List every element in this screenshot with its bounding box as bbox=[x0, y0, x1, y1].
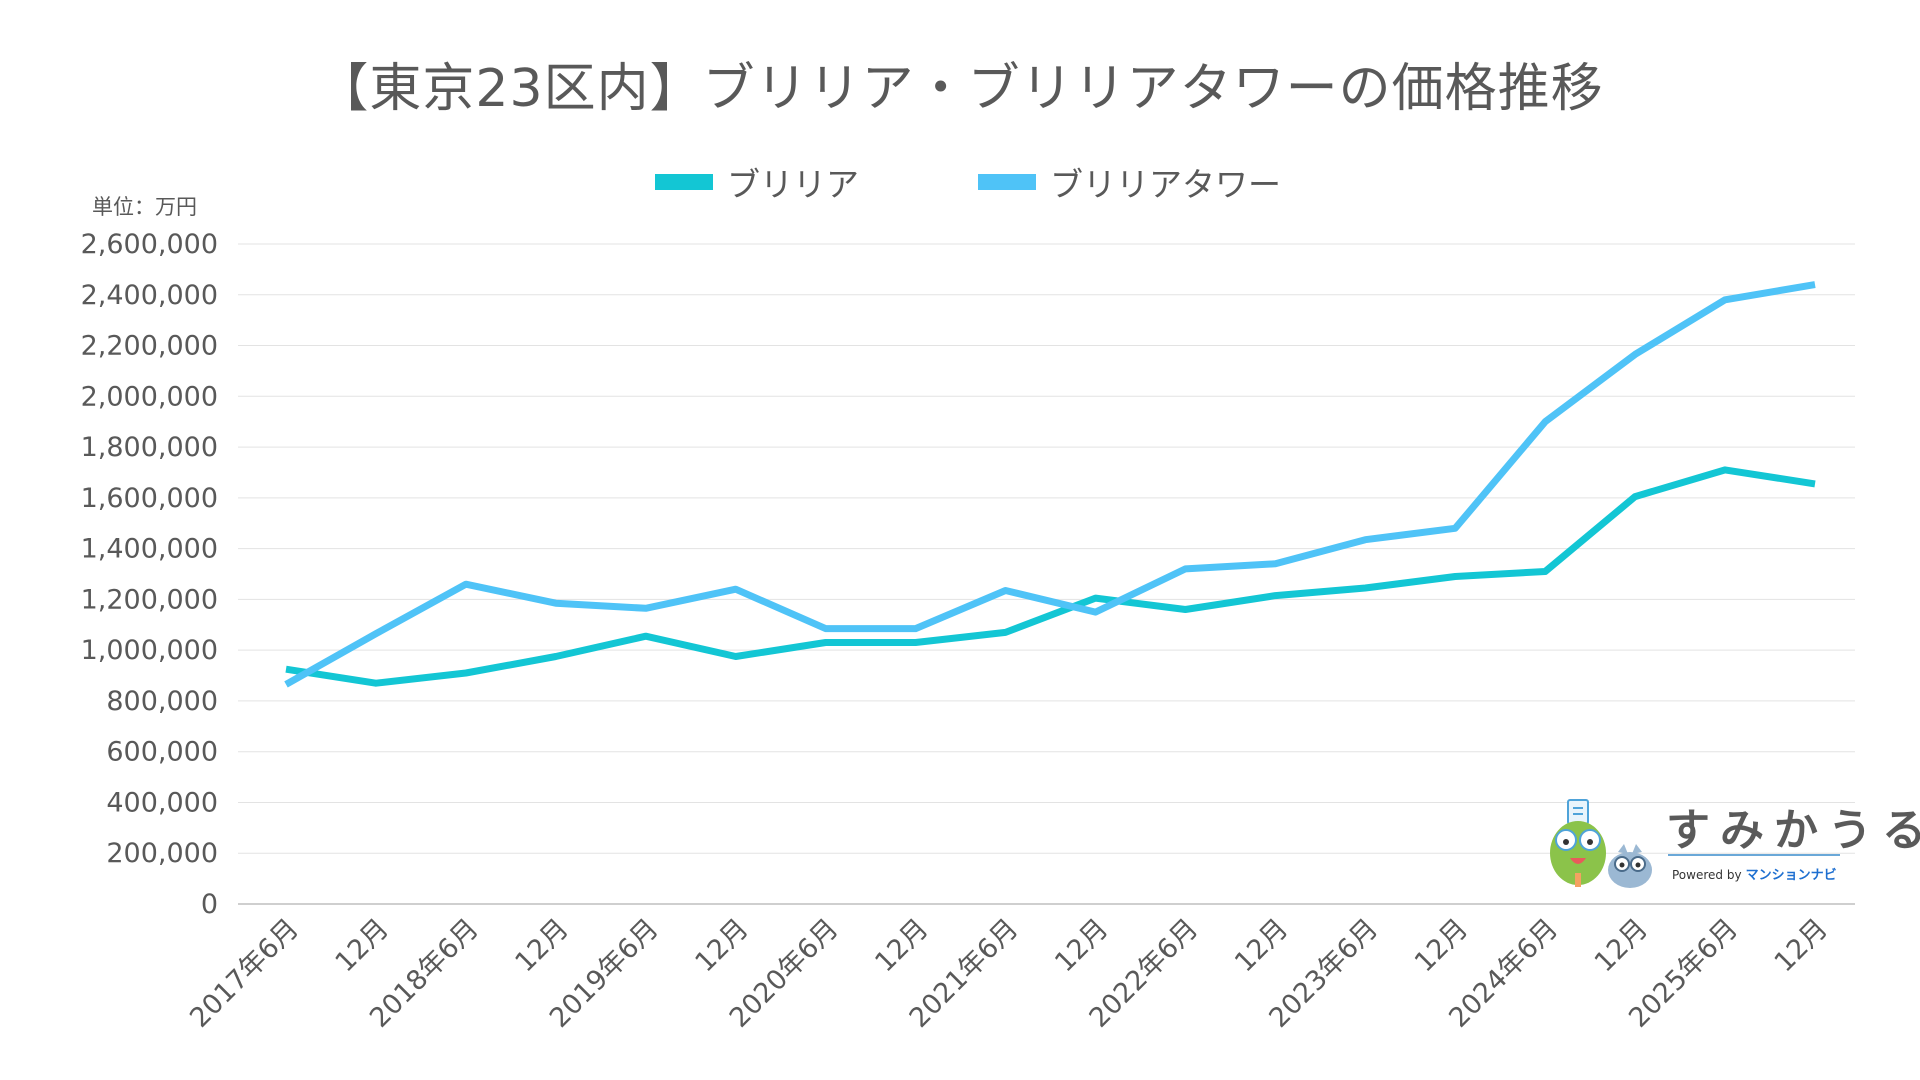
mascot-logo-icon bbox=[1550, 799, 1652, 888]
legend-swatch-series-1 bbox=[655, 174, 713, 190]
legend-item-series-2: ブリリアタワー bbox=[978, 160, 1281, 204]
y-tick-label: 1,800,000 bbox=[81, 432, 218, 463]
y-tick-label: 1,400,000 bbox=[81, 534, 218, 565]
y-tick-label: 200,000 bbox=[106, 838, 218, 869]
x-tick-label: 12月 bbox=[1409, 913, 1474, 978]
y-tick-label: 1,600,000 bbox=[81, 483, 218, 514]
x-tick-label: 12月 bbox=[1769, 913, 1834, 978]
logo-name: すみかうる bbox=[1666, 805, 1920, 856]
x-tick-label: 12月 bbox=[509, 913, 574, 978]
x-tick-label: 2017年6月 bbox=[184, 913, 305, 1034]
y-tick-label: 2,600,000 bbox=[81, 229, 218, 260]
logo-divider bbox=[1668, 854, 1840, 856]
y-tick-label: 1,200,000 bbox=[81, 584, 218, 615]
x-tick-label: 12月 bbox=[330, 913, 395, 978]
series-line-1 bbox=[285, 466, 1816, 687]
powered-by-text: Powered by bbox=[1672, 868, 1742, 882]
legend-label-series-2: ブリリアタワー bbox=[1050, 165, 1281, 204]
x-tick-label: 12月 bbox=[689, 913, 754, 978]
unit-label: 単位：万円 bbox=[92, 195, 197, 219]
legend-item-series-1: ブリリア bbox=[655, 160, 859, 204]
y-tick-label: 2,400,000 bbox=[81, 280, 218, 311]
y-tick-label: 2,000,000 bbox=[81, 381, 218, 412]
series-line-2 bbox=[284, 281, 1816, 688]
legend-label-series-1: ブリリア bbox=[727, 165, 859, 204]
legend-swatch-series-2 bbox=[978, 174, 1036, 190]
y-tick-label: 400,000 bbox=[106, 787, 218, 818]
y-tick-label: 1,000,000 bbox=[81, 635, 218, 666]
x-tick-label: 12月 bbox=[1049, 913, 1114, 978]
y-tick-label: 800,000 bbox=[106, 686, 218, 717]
x-tick-label: 12月 bbox=[1589, 913, 1654, 978]
x-tick-label: 12月 bbox=[869, 913, 934, 978]
legend: ブリリア ブリリアタワー bbox=[0, 160, 1920, 204]
y-tick-label: 2,200,000 bbox=[81, 331, 218, 362]
brand-text: マンションナビ bbox=[1745, 868, 1837, 883]
x-tick-label: 12月 bbox=[1229, 913, 1294, 978]
chart-title: 【東京23区内】ブリリア・ブリリアタワーの価格推移 bbox=[316, 59, 1604, 119]
y-tick-label: 0 bbox=[201, 889, 218, 920]
logo-powered-by: Powered by マンションナビ bbox=[1672, 864, 1837, 883]
series-lines bbox=[284, 281, 1816, 688]
y-axis-ticks: 0 200,000 400,000 600,000 800,000 1,000,000 1,… bbox=[81, 229, 218, 920]
logo: すみかうる Powered by マンションナビ bbox=[1548, 798, 1920, 898]
y-tick-label: 600,000 bbox=[106, 737, 218, 768]
